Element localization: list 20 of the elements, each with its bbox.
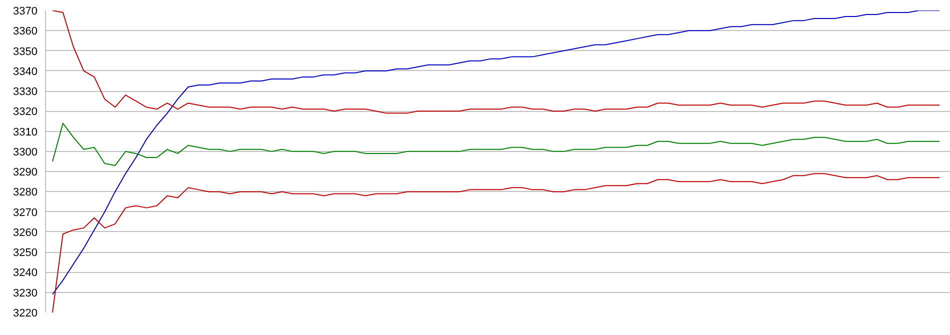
y-tick-label: 3290 (13, 166, 38, 179)
y-tick-label: 3270 (13, 206, 38, 219)
line-series (52, 173, 940, 312)
y-tick-label: 3230 (13, 287, 38, 300)
y-tick-label: 3330 (13, 86, 38, 98)
y-tick-label: 3370 (13, 6, 38, 18)
y-tick-label: 3360 (13, 26, 38, 38)
y-tick-label: 3310 (13, 126, 38, 138)
line-series (52, 10, 940, 295)
y-tick-label: 3320 (13, 106, 38, 118)
y-tick-label: 3350 (13, 46, 38, 58)
line-series (52, 10, 940, 114)
y-tick-label: 3340 (13, 66, 38, 78)
line-series (52, 122, 940, 166)
y-tick-label: 3220 (13, 308, 38, 320)
y-tick-label: 3250 (13, 247, 38, 260)
y-tick-label: 3240 (13, 267, 38, 280)
y-tick-label: 3280 (13, 186, 38, 199)
y-tick-label: 3300 (13, 146, 38, 158)
y-tick-label: 3260 (13, 226, 38, 239)
